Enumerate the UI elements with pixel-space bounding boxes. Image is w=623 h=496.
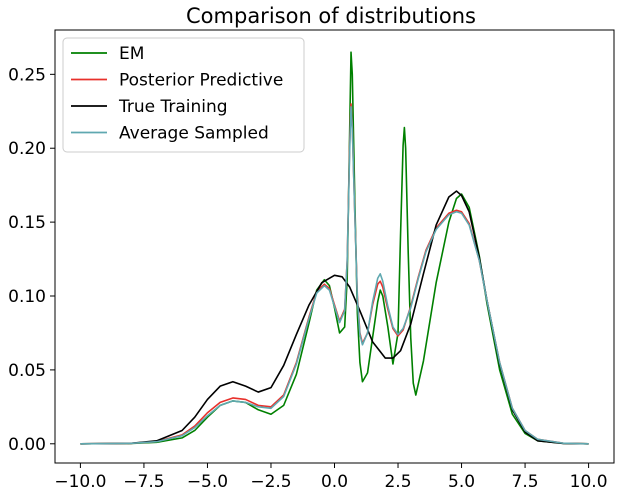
x-tick-label: 7.5 (512, 472, 539, 492)
y-tick-label: 0.20 (8, 139, 46, 159)
series-line-0 (80, 51, 589, 445)
x-tick-label: −7.5 (123, 472, 164, 492)
series-line-3 (80, 106, 589, 445)
legend-label: True Training (118, 97, 228, 117)
y-tick-label: 0.25 (8, 65, 46, 85)
x-tick-label: 5.0 (448, 472, 475, 492)
y-tick-label: 0.10 (8, 287, 46, 307)
y-tick-label: 0.00 (8, 435, 46, 455)
legend-box (62, 37, 305, 153)
x-tick-label: 2.5 (384, 472, 411, 492)
y-tick-label: 0.15 (8, 213, 46, 233)
legend-label: EM (119, 44, 144, 64)
y-axis: 0.00 0.05 0.10 0.15 0.20 0.25 (8, 65, 55, 455)
y-tick-label: 0.05 (8, 361, 46, 381)
legend: EM Posterior Predictive True Training Avera… (62, 37, 305, 153)
x-axis: −10.0 −7.5 −5.0 −2.5 0.0 2.5 5.0 7.5 10.0 (54, 463, 608, 492)
x-tick-label: 0.0 (321, 472, 348, 492)
legend-label: Posterior Predictive (119, 71, 283, 91)
legend-label: Average Sampled (119, 124, 269, 144)
x-tick-label: 10.0 (570, 472, 608, 492)
chart-title: Comparison of distributions (186, 4, 476, 28)
x-tick-label: −5.0 (187, 472, 228, 492)
series-line-1 (80, 103, 589, 445)
x-tick-label: −2.5 (250, 472, 291, 492)
x-tick-label: −10.0 (54, 472, 106, 492)
